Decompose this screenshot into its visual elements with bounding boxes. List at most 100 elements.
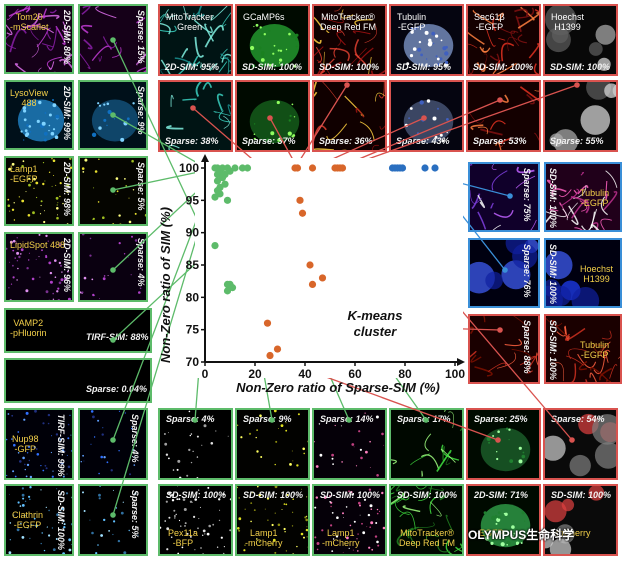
- top-sparse-panel: Sparse: 53%: [466, 80, 541, 152]
- data-point-blue: [398, 164, 407, 172]
- data-point-green: [216, 190, 224, 198]
- sim-ratio-label: SD-SIM: 100%: [548, 320, 558, 381]
- left-sparse-panel: Sparse: 4%: [78, 232, 148, 302]
- y-tick-label: 95: [186, 193, 200, 207]
- sparse-ratio-label: Sparse: 54%: [551, 414, 605, 424]
- sim-ratio-label: SD-SIM: 100%: [56, 490, 66, 551]
- connector-line: [194, 167, 216, 421]
- x-tick-label: 100: [445, 367, 465, 381]
- panel-name: Tubulin -EGFP: [580, 340, 610, 360]
- top-sim-panel: Sec61β -EGFP SD-SIM: 100%: [466, 4, 541, 76]
- sim-ratio-label: SD-SIM: 100%: [319, 62, 380, 72]
- data-point-green: [226, 280, 234, 288]
- data-point-orange: [333, 164, 342, 172]
- sim-ratio-label: 2D-SIM: 99%: [62, 86, 72, 141]
- top-sparse-panel: Sparse: 36%: [312, 80, 387, 152]
- panel-name: Nup98 -GFP: [12, 434, 39, 454]
- sparse-ratio-label: Sparse: 38%: [165, 136, 219, 146]
- sim-ratio-label: SD-SIM: 100%: [320, 490, 381, 500]
- data-point-green: [226, 167, 234, 175]
- sim-ratio-label: SD-SIM: 95%: [396, 62, 452, 72]
- sim-ratio-label: SD-SIM: 100%: [551, 490, 612, 500]
- sparse-ratio-label: Sparse: 53%: [473, 136, 527, 146]
- bottom-sim-panel: SD-SIM: 100% MitoTracker® Deep Red FM: [389, 484, 464, 556]
- right-sparse-panel: Sparse: 88%: [468, 314, 540, 384]
- data-point-green: [213, 164, 222, 172]
- data-point-orange: [331, 164, 339, 172]
- sparse-ratio-label: Sparse: 9%: [243, 414, 292, 424]
- data-point-blue: [396, 164, 404, 172]
- bottom-sparse-panel: Sparse: 17%: [389, 408, 464, 480]
- bottom-sim-panel: SD-SIM: 100% Lamp1 -mCherry: [235, 484, 310, 556]
- panel-name: GCaMP6s: [243, 12, 285, 22]
- data-point-green: [243, 164, 252, 172]
- panel-name: Lamp1 -mCherry: [245, 528, 283, 548]
- y-tick-label: 70: [186, 355, 200, 369]
- sparse-ratio-label: Sparse: 17%: [397, 414, 451, 424]
- data-point-orange: [338, 164, 347, 172]
- panel-name: Hoechst H1399: [551, 12, 585, 32]
- panel-name: MitoTracker® Deep Red FM: [399, 528, 456, 548]
- bottom-sparse-panel: Sparse: 4%: [158, 408, 233, 480]
- data-point-green: [223, 196, 232, 204]
- panel-name: MitoTracker Green: [166, 12, 214, 32]
- connector-line: [246, 167, 427, 421]
- y-axis-label: Non-Zero ratio of SIM (%): [158, 207, 173, 363]
- data-point-green: [221, 180, 229, 188]
- sparse-ratio-label: Sparse: 75%: [522, 168, 532, 222]
- data-point-green: [213, 187, 222, 195]
- connector-line: [269, 322, 501, 331]
- y-tick-label: 80: [186, 290, 200, 304]
- cluster-annotation: cluster: [354, 324, 398, 339]
- data-point-blue: [391, 164, 399, 172]
- data-point-orange: [308, 280, 317, 288]
- x-tick-label: 20: [248, 367, 262, 381]
- bottom-sparse-panel: Sparse: 14%: [312, 408, 387, 480]
- x-tick-label: 40: [298, 367, 312, 381]
- bottom-sparse-panel: Sparse: 25%: [466, 408, 541, 480]
- sparse-ratio-label: Sparse: 0.04%: [86, 384, 148, 394]
- data-point-orange: [308, 164, 317, 172]
- x-tick-label: 0: [202, 367, 209, 381]
- x-tick-label: 80: [398, 367, 412, 381]
- right-sparse-panel: Sparse: 75%: [468, 162, 540, 232]
- top-sim-panel: GCaMP6s SD-SIM: 100%: [235, 4, 310, 76]
- sparse-ratio-label: Sparse: 5%: [130, 490, 140, 539]
- y-tick-label: 75: [186, 323, 200, 337]
- panel-name: Tubulin -EGFP: [580, 188, 610, 208]
- connector-line: [239, 167, 350, 421]
- sparse-ratio-label: Sparse: 14%: [320, 414, 374, 424]
- sim-ratio-label: 2D-SIM: 95%: [165, 62, 220, 72]
- data-point-green: [223, 287, 232, 295]
- data-point-orange: [296, 196, 304, 204]
- data-point-green: [216, 167, 224, 175]
- bottom-sim-panel: 2D-SIM: 71% -EGFP: [466, 484, 541, 556]
- data-point-orange: [298, 209, 307, 217]
- right-sim-panel: SD-SIM: 100% Tubulin -EGFP: [544, 314, 622, 384]
- data-point-green: [213, 177, 222, 185]
- sim-ratio-label: TIRF-SIM: 99%: [56, 414, 66, 477]
- connector-line: [226, 167, 273, 421]
- data-point-green: [223, 164, 232, 172]
- panel-name: Lamp1 -EGFP: [10, 164, 38, 184]
- top-sim-panel: MitoTracker Green 2D-SIM: 95%: [158, 4, 233, 76]
- top-sparse-panel: Sparse: 43%: [389, 80, 464, 152]
- watermark: OLYMPUS生命科学: [468, 528, 575, 542]
- data-point-green: [231, 164, 239, 172]
- top-sparse-panel: Sparse: 38%: [158, 80, 233, 152]
- data-point-blue: [388, 164, 397, 172]
- top-sim-panel: MitoTracker® Deep Red FM SD-SIM: 100%: [312, 4, 387, 76]
- sim-ratio-label: SD-SIM: 100%: [550, 62, 611, 72]
- data-point-green: [211, 164, 219, 172]
- sim-ratio-label: SD-SIM: 100%: [397, 490, 458, 500]
- left-sim-panel: LipidSpot 488 2D-SIM: 96%: [4, 232, 74, 302]
- data-point-green: [228, 284, 237, 292]
- data-point-orange: [266, 351, 274, 360]
- panel-name: MitoTracker® Deep Red FM: [320, 12, 377, 32]
- data-point-green: [213, 170, 222, 179]
- data-point-blue: [431, 164, 439, 172]
- data-point-green: [218, 164, 227, 172]
- x-axis-label: Non-Zero ratio of Sparse-SIM (%): [236, 380, 440, 395]
- panel-name: Sec61β -EGFP: [474, 12, 505, 32]
- right-sim-panel: SD-SIM: 100% Tubulin -EGFP: [544, 162, 622, 232]
